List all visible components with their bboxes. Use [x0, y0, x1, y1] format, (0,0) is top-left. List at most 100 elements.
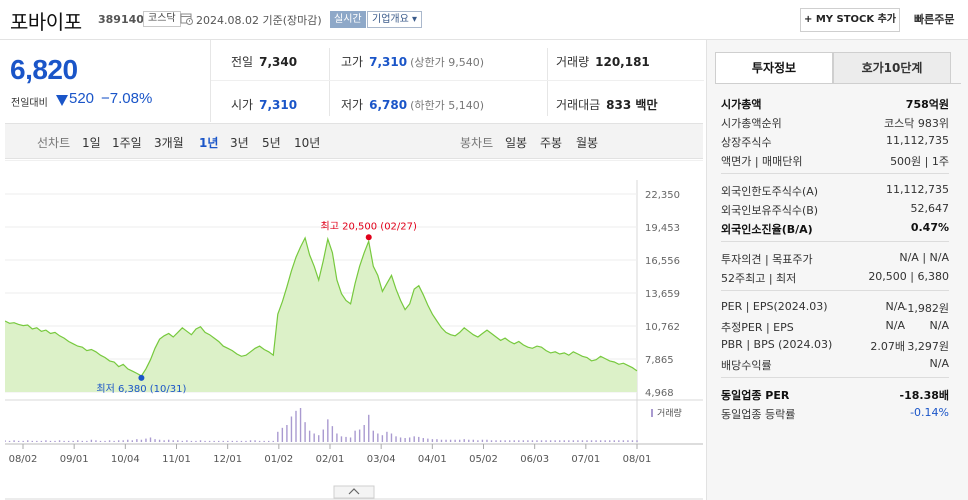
- tab-10y[interactable]: 10년: [294, 136, 321, 150]
- realtime-badge[interactable]: 실시간: [330, 11, 366, 28]
- x-tick-label: 05/02: [469, 454, 498, 465]
- info-value: 0.47%: [910, 221, 949, 234]
- amount-label: 거래대금: [556, 98, 601, 112]
- x-tick-label: 04/01: [418, 454, 447, 465]
- company-overview-button[interactable]: 기업개요 ▾: [367, 11, 422, 28]
- info-label: 시가총액: [721, 98, 762, 111]
- current-price: 6,820: [10, 54, 78, 85]
- info-label: 외국인보유주식수(B): [721, 204, 819, 217]
- y-tick-label: 16,556: [645, 256, 680, 267]
- y-tick-label: 13,659: [645, 289, 680, 300]
- quick-order-button[interactable]: 빠른주문: [914, 13, 955, 26]
- min-price-marker: [138, 374, 145, 381]
- tab-monthly-candle[interactable]: 월봉: [576, 136, 599, 150]
- info-row: 배당수익률 N/A: [721, 357, 949, 373]
- x-tick-label: 11/01: [162, 454, 191, 465]
- x-tick-label: 02/01: [316, 454, 345, 465]
- info-row: PER | EPS(2024.03) N/A -1,982원: [721, 300, 949, 316]
- x-tick-label: 03/04: [367, 454, 396, 465]
- y-tick-label: 4,968: [645, 388, 674, 399]
- prev-close-label: 전일: [231, 55, 254, 69]
- x-tick-label: 06/03: [520, 454, 549, 465]
- high-label: 고가: [341, 55, 364, 69]
- add-my-stock-button[interactable]: + MY STOCK 추가: [800, 8, 900, 32]
- info-label: 외국인소진율(B/A): [721, 223, 813, 236]
- info-value: 20,500 | 6,380: [868, 270, 949, 283]
- volume-value: 120,181: [595, 55, 650, 69]
- change-value: 520: [69, 90, 95, 107]
- change-rate: −7.08%: [101, 90, 153, 107]
- tab-1y[interactable]: 1년: [199, 136, 219, 150]
- y-tick-label: 22,350: [645, 190, 680, 201]
- info-value: 11,112,735: [886, 134, 949, 147]
- info-row: 추정PER | EPS N/A N/A: [721, 319, 949, 335]
- info-row: 시가총액순위 코스닥 983위: [721, 115, 949, 131]
- info-label: 시가총액순위: [721, 117, 782, 130]
- info-value: N/A: [929, 357, 949, 370]
- info-label: 동일업종 PER: [721, 389, 790, 402]
- open-price: 시가 7,310: [231, 96, 297, 113]
- y-tick-label: 7,865: [645, 355, 674, 366]
- x-tick-label: 08/01: [623, 454, 652, 465]
- tab-investment-info[interactable]: 투자정보: [715, 52, 833, 84]
- info-mid-value: N/A: [885, 300, 905, 313]
- change-label: 전일대비: [11, 98, 48, 109]
- chart-collapse-button[interactable]: [333, 485, 375, 499]
- info-label: 52주최고 | 최저: [721, 272, 797, 285]
- info-value: N/A | N/A: [899, 251, 949, 264]
- y-tick-label: 10,762: [645, 322, 680, 333]
- info-value: 52,647: [910, 202, 950, 215]
- upper-limit: (상한가 9,540): [410, 56, 484, 69]
- lower-limit: (하한가 5,140): [410, 99, 484, 112]
- low-label: 저가: [341, 98, 364, 112]
- x-tick-label: 07/01: [571, 454, 600, 465]
- tab-daily-candle[interactable]: 일봉: [505, 136, 528, 150]
- info-value: -0.14%: [910, 406, 949, 419]
- info-value: -18.38배: [899, 389, 949, 402]
- candle-chart-group-label: 봉차트: [460, 136, 494, 150]
- info-label: 투자의견 | 목표주가: [721, 253, 813, 266]
- open-value: 7,310: [259, 98, 298, 112]
- tab-order-book[interactable]: 호가10단계: [833, 52, 951, 84]
- info-row: 액면가 | 매매단위 500원 | 1주: [721, 153, 949, 169]
- info-row: 상장주식수 11,112,735: [721, 134, 949, 150]
- tab-3m[interactable]: 3개월: [154, 136, 184, 150]
- info-value: -1,982원: [903, 302, 949, 315]
- tab-1d[interactable]: 1일: [82, 136, 101, 150]
- info-label: 배당수익률: [721, 359, 772, 372]
- info-row: 시가총액 758억원: [721, 96, 949, 112]
- stock-name: 포바이포: [10, 10, 82, 34]
- stock-header: 포바이포 389140 코스닥 2024.08.02 기준(장마감) 실시간 기…: [0, 0, 968, 40]
- info-label: PER | EPS(2024.03): [721, 300, 828, 313]
- volume-legend: 거래량: [657, 407, 682, 419]
- volume-legend-swatch: [651, 409, 653, 417]
- low-value: 6,780: [369, 98, 408, 112]
- date-text: 2024.08.02 기준(장마감): [196, 14, 322, 27]
- line-chart-group-label: 선차트: [37, 136, 71, 150]
- info-row: 외국인보유주식수(B) 52,647: [721, 202, 949, 218]
- open-label: 시가: [231, 98, 254, 112]
- high-price: 고가 7,310 (상한가 9,540): [341, 53, 484, 70]
- tab-3y[interactable]: 3년: [230, 136, 249, 150]
- info-label: 액면가 | 매매단위: [721, 155, 803, 168]
- price-chart[interactable]: 22,350 19,453 16,556 13,659 10,762 7,865 4,968…: [5, 160, 703, 500]
- info-row: 동일업종 등락률 -0.14%: [721, 406, 949, 422]
- calendar-icon: [180, 13, 193, 25]
- chevron-up-icon: [348, 488, 360, 495]
- tab-5y[interactable]: 5년: [262, 136, 281, 150]
- x-tick-label: 08/02: [9, 454, 38, 465]
- price-area-fill: [5, 237, 637, 392]
- info-value: 758억원: [905, 98, 949, 111]
- price-line: [5, 236, 638, 377]
- prev-close: 전일 7,340: [231, 53, 297, 70]
- panel-divider: [721, 377, 949, 378]
- price-summary: 전일 7,340 고가 7,310 (상한가 9,540) 거래량 120,181 시가…: [210, 40, 704, 122]
- max-price-marker: [365, 234, 372, 241]
- info-row: 투자의견 | 목표주가 N/A | N/A: [721, 251, 949, 267]
- tab-1w[interactable]: 1주일: [112, 136, 142, 150]
- info-label: 추정PER | EPS: [721, 321, 794, 334]
- info-label: 상장주식수: [721, 136, 772, 149]
- info-row: 외국인소진율(B/A) 0.47%: [721, 221, 949, 237]
- tab-weekly-candle[interactable]: 주봉: [540, 136, 563, 150]
- info-mid-value: 2.07배: [870, 340, 905, 353]
